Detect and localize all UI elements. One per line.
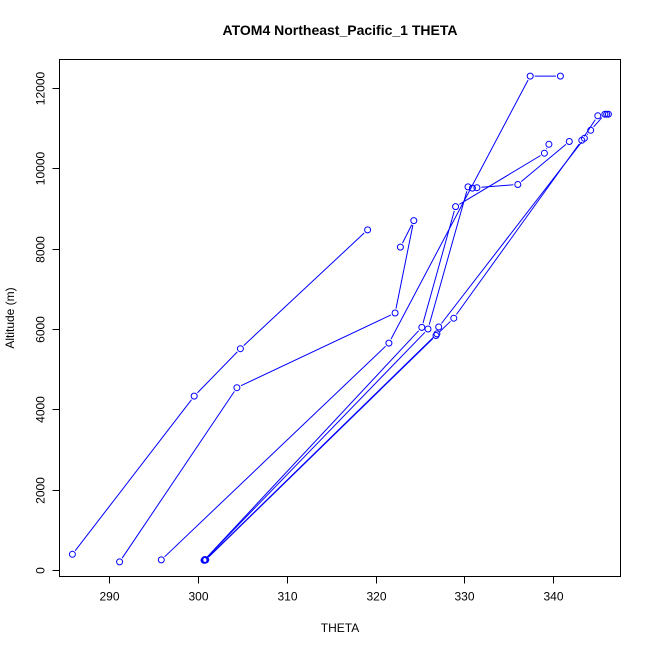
series-line xyxy=(207,117,603,558)
x-tick-label: 300 xyxy=(188,590,208,604)
data-point xyxy=(435,323,443,331)
series-line xyxy=(207,144,567,557)
y-tick-label: 2000 xyxy=(34,477,48,504)
data-point xyxy=(410,217,418,225)
y-tick-label: 4000 xyxy=(34,396,48,423)
data-point xyxy=(556,72,564,80)
x-tick-label: 340 xyxy=(543,590,563,604)
data-point xyxy=(418,323,426,331)
data-point xyxy=(236,345,244,353)
y-tick-label: 10000 xyxy=(34,151,48,185)
y-tick-label: 6000 xyxy=(34,316,48,343)
x-axis: 290 300 310 320 330 340 xyxy=(99,576,564,604)
data-point xyxy=(587,126,595,134)
data-point xyxy=(450,314,458,322)
data-point xyxy=(68,550,76,558)
x-tick-label: 310 xyxy=(277,590,297,604)
series-line xyxy=(121,224,414,559)
data-point xyxy=(116,558,124,566)
data-point xyxy=(464,183,472,191)
data-point xyxy=(452,203,460,211)
data-point xyxy=(391,309,399,317)
data-point xyxy=(233,384,241,392)
y-tick-label: 0 xyxy=(34,567,48,574)
data-point xyxy=(424,325,432,333)
data-point xyxy=(565,138,573,145)
y-tick-label: 12000 xyxy=(34,71,48,105)
data-point xyxy=(514,181,522,188)
y-axis-label: Altitude (m) xyxy=(3,287,17,348)
x-axis-label: THETA xyxy=(321,621,359,635)
data-point xyxy=(540,149,548,157)
data-point xyxy=(468,184,476,192)
data-point xyxy=(594,112,602,120)
series-line xyxy=(164,75,556,558)
data-point xyxy=(433,330,441,338)
plot-area xyxy=(68,72,612,566)
data-point xyxy=(385,339,393,347)
data-point xyxy=(580,134,588,142)
x-tick-label: 330 xyxy=(454,590,474,604)
data-point xyxy=(604,110,612,118)
chart-title: ATOM4 Northeast_Pacific_1 THETA xyxy=(223,22,458,38)
series-line xyxy=(206,148,548,558)
data-point xyxy=(545,140,553,148)
data-point xyxy=(526,72,534,80)
data-point xyxy=(396,243,404,251)
x-tick-label: 290 xyxy=(99,590,119,604)
y-tick-label: 8000 xyxy=(34,236,48,263)
x-tick-label: 320 xyxy=(366,590,386,604)
series-line xyxy=(74,232,365,552)
data-point xyxy=(473,184,481,192)
data-point xyxy=(190,392,198,400)
data-point xyxy=(364,226,372,234)
data-point xyxy=(201,556,209,564)
data-point xyxy=(157,556,165,564)
y-axis: 0 2000 4000 6000 8000 10000 12000 xyxy=(34,71,60,574)
